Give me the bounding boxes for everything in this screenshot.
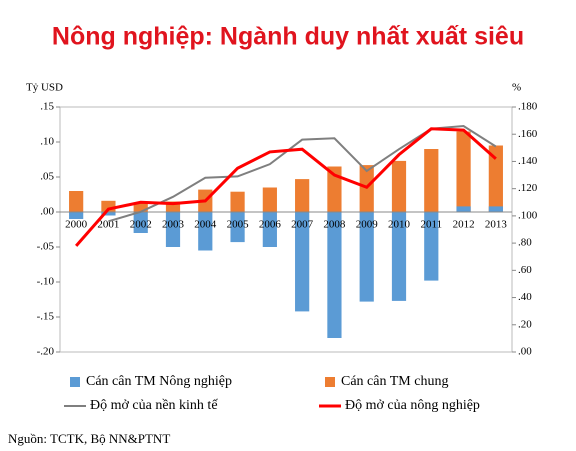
y2-tick-label: .20 [518,318,532,330]
bar [488,206,503,212]
bar [230,191,245,212]
legend-label: Cán cân TM Nông nghiệp [86,374,232,389]
legend-label: Cán cân TM chung [341,374,448,389]
bar [359,212,374,302]
x-tick-label: 2001 [97,219,119,231]
x-tick-label: 2009 [356,219,379,231]
bar [101,212,116,216]
bar [295,212,310,312]
x-tick-label: 2006 [259,219,282,231]
legend-swatch [325,377,335,387]
bar [198,212,213,251]
bar [69,191,84,212]
bar [295,179,310,212]
y-tick-label: -.10 [37,276,55,288]
legend-label: Độ mở của nông nghiệp [345,398,480,413]
bar [165,201,181,212]
bar [424,212,439,281]
y-tick-label: -.20 [37,346,55,358]
bar [488,145,503,212]
bar [133,212,148,233]
y-tick-label: -.15 [37,311,55,323]
y2-tick-label: .100 [518,209,538,221]
x-tick-label: 2008 [323,219,346,231]
bar [165,212,181,247]
y2-tick-label: .40 [518,291,532,303]
bar [327,212,342,338]
x-tick-label: 2012 [453,219,475,231]
y-tick-label: .10 [40,136,54,148]
y2-tick-label: .60 [518,264,532,276]
y-tick-label: -.05 [37,241,55,253]
x-tick-label: 2005 [227,219,250,231]
y-tick-label: .15 [40,101,54,113]
y2-tick-label: .180 [518,101,538,113]
y2-tick-label: .120 [518,182,538,194]
legend-label: Độ mở của nền kinh tế [90,398,218,413]
x-tick-label: 2004 [194,219,217,231]
y-tick-label: .00 [40,206,54,218]
legend-swatch [70,377,80,387]
x-tick-label: 2000 [65,219,88,231]
bar [133,202,148,212]
source: Nguồn: TCTK, Bộ NN&PTNT [8,431,170,446]
bar [69,212,84,219]
x-tick-label: 2007 [291,219,314,231]
x-tick-label: 2010 [388,219,411,231]
bar [262,187,277,212]
y2-tick-label: .160 [518,128,538,140]
bar [391,160,407,212]
y2-axis-label: % [512,82,521,94]
line [75,127,497,247]
y-tick-label: .05 [40,171,54,183]
x-tick-label: 2002 [130,219,152,231]
bar [456,131,471,212]
bar [391,212,407,301]
bar [230,212,245,243]
y2-tick-label: .140 [518,155,538,167]
bar [424,149,439,212]
bar [262,212,277,247]
y2-tick-label: .00 [518,346,532,358]
y2-tick-label: .80 [518,237,532,249]
plot-frame [59,106,513,353]
chart-title: Nông nghiệp: Ngành duy nhất xuất siêu [52,23,524,51]
x-tick-label: 2003 [162,219,185,231]
bar [101,200,116,212]
x-tick-label: 2011 [420,219,442,231]
bar [456,206,471,212]
y-axis-label: Tỷ USD [26,82,63,94]
x-tick-label: 2013 [485,219,508,231]
